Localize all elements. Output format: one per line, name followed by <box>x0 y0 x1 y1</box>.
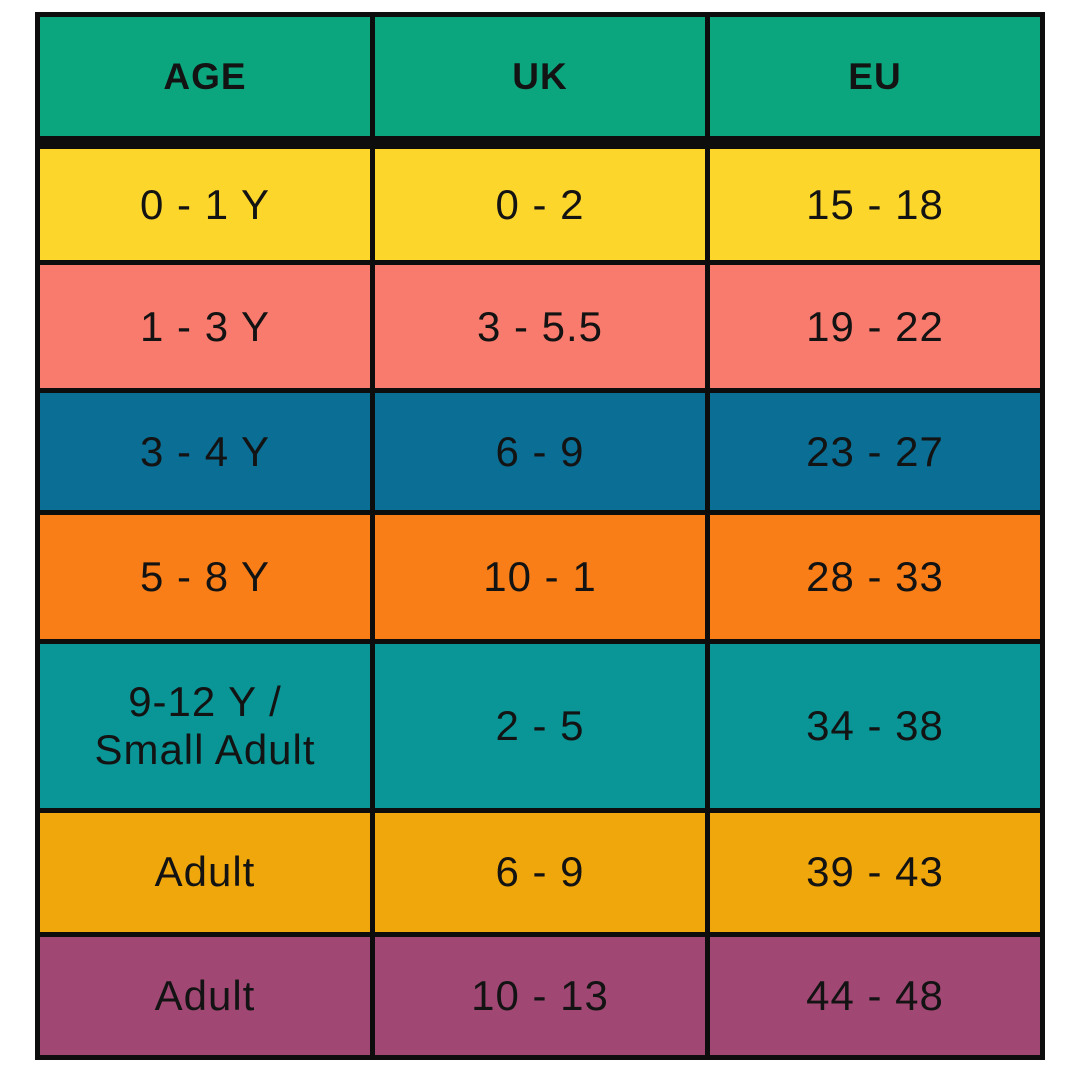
eu-cell: 44 - 48 <box>705 931 1045 1061</box>
uk-cell: 10 - 1 <box>370 510 710 644</box>
uk-cell: 2 - 5 <box>370 638 710 814</box>
eu-cell: 39 - 43 <box>705 808 1045 937</box>
col-header-eu: EU <box>705 12 1045 149</box>
age-cell: 1 - 3 Y <box>35 260 375 393</box>
table-row: Adult 10 - 13 44 - 48 <box>35 931 1045 1061</box>
uk-cell: 6 - 9 <box>370 808 710 937</box>
uk-cell: 10 - 13 <box>370 931 710 1061</box>
table-row: 1 - 3 Y 3 - 5.5 19 - 22 <box>35 260 1045 393</box>
table-row: 5 - 8 Y 10 - 1 28 - 33 <box>35 510 1045 644</box>
age-cell: 3 - 4 Y <box>35 387 375 516</box>
eu-cell: 34 - 38 <box>705 638 1045 814</box>
age-cell: Adult <box>35 931 375 1061</box>
table-row: 3 - 4 Y 6 - 9 23 - 27 <box>35 387 1045 516</box>
eu-cell: 23 - 27 <box>705 387 1045 516</box>
eu-cell: 28 - 33 <box>705 510 1045 644</box>
eu-cell: 19 - 22 <box>705 260 1045 393</box>
table-row: 9-12 Y / Small Adult 2 - 5 34 - 38 <box>35 638 1045 814</box>
eu-cell: 15 - 18 <box>705 139 1045 266</box>
header-row: AGE UK EU <box>35 12 1045 149</box>
col-header-uk: UK <box>370 12 710 149</box>
col-header-age: AGE <box>35 12 375 149</box>
age-cell: Adult <box>35 808 375 937</box>
age-cell: 9-12 Y / Small Adult <box>35 638 375 814</box>
table-row: Adult 6 - 9 39 - 43 <box>35 808 1045 937</box>
table-row: 0 - 1 Y 0 - 2 15 - 18 <box>35 139 1045 266</box>
age-cell: 5 - 8 Y <box>35 510 375 644</box>
size-chart-table: AGE UK EU 0 - 1 Y 0 - 2 15 - 18 1 - 3 Y … <box>35 12 1045 1061</box>
age-cell: 0 - 1 Y <box>35 139 375 266</box>
uk-cell: 0 - 2 <box>370 139 710 266</box>
uk-cell: 6 - 9 <box>370 387 710 516</box>
uk-cell: 3 - 5.5 <box>370 260 710 393</box>
